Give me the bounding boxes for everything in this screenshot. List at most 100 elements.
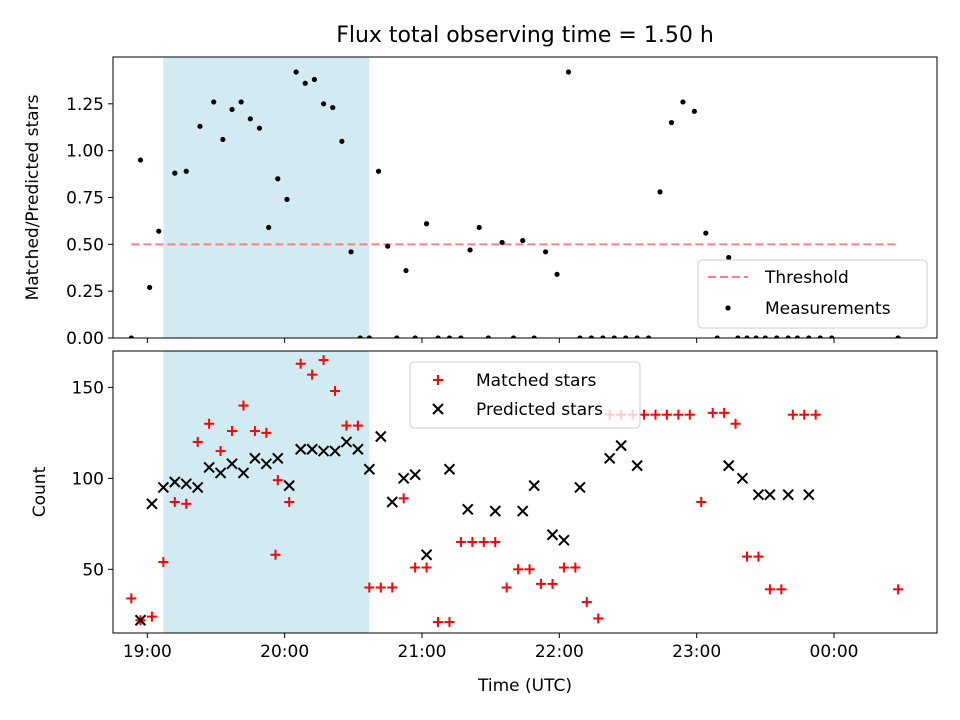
x-tick-label: 23:00 <box>672 642 721 662</box>
y-tick-label: 0.25 <box>66 282 104 302</box>
measurement-point <box>467 247 473 253</box>
predicted-star-marker <box>603 452 616 465</box>
measurement-point <box>412 335 418 338</box>
legend-matched-swatch <box>433 375 443 385</box>
legend-measurement-swatch <box>725 305 731 311</box>
x-tick-label: 00:00 <box>810 642 859 662</box>
measurement-point <box>172 170 178 176</box>
matched-star-marker <box>352 420 363 431</box>
matched-star-marker <box>581 597 592 608</box>
axes-frame <box>112 56 938 339</box>
measurement-point <box>735 335 741 338</box>
y-tick-label: 0.00 <box>66 329 104 349</box>
measurement-point <box>588 335 594 338</box>
plot-area <box>128 69 901 338</box>
matched-star-marker <box>249 426 260 437</box>
matched-star-marker <box>753 551 764 562</box>
measurement-point <box>726 254 732 261</box>
matched-star-marker <box>810 409 821 420</box>
matched-star-marker <box>169 497 180 508</box>
measurement-point <box>247 116 253 122</box>
matched-star-marker <box>673 409 684 420</box>
predicted-star-marker <box>317 445 330 457</box>
predicted-star-marker <box>631 459 643 472</box>
predicted-star-marker <box>375 430 387 443</box>
measurement-point <box>275 176 281 182</box>
matched-star-marker <box>387 582 398 593</box>
measurement-point <box>554 271 560 277</box>
measurement-point <box>476 224 482 231</box>
measurement-point <box>623 335 629 338</box>
predicted-star-marker <box>329 445 341 457</box>
predicted-star-marker <box>191 481 204 494</box>
matched-star-marker <box>126 593 137 604</box>
predicted-star-marker <box>558 534 570 546</box>
bottom-plot-marks <box>112 350 938 634</box>
measurement-point <box>817 335 823 338</box>
predicted-star-marker <box>260 458 273 470</box>
measurement-point <box>703 230 709 236</box>
measurement-point <box>266 224 272 231</box>
measurement-point <box>423 221 430 227</box>
bottom-legend: Matched stars Predicted stars <box>409 361 641 429</box>
plot-area <box>126 355 904 628</box>
measurement-point <box>753 335 759 338</box>
predicted-star-marker <box>283 479 295 492</box>
measurement-point <box>256 125 263 131</box>
matched-star-marker <box>261 427 272 438</box>
predicted-star-marker <box>489 505 501 517</box>
predicted-star-marker <box>340 436 353 448</box>
matched-star-marker <box>181 498 192 509</box>
x-tick-label: 19:00 <box>123 642 172 662</box>
measurement-point <box>348 249 354 255</box>
matched-star-marker <box>272 475 283 486</box>
matched-star-marker <box>270 549 281 560</box>
predicted-star-marker <box>306 443 318 455</box>
legend-threshold-label: Threshold <box>764 268 849 288</box>
measurement-point <box>284 196 290 202</box>
measurement-point <box>330 104 336 111</box>
measurement-point <box>137 157 144 163</box>
matched-star-marker <box>158 557 169 568</box>
measurement-point <box>829 335 835 338</box>
y-tick-label: 150 <box>72 378 104 398</box>
predicted-star-marker <box>462 503 474 515</box>
measurement-point <box>785 335 791 338</box>
bottom-y-axis-label: Count <box>30 466 50 517</box>
legend-predicted-label: Predicted stars <box>476 400 603 420</box>
legend-predicted-swatch <box>432 403 444 415</box>
legend-box <box>697 259 928 329</box>
predicted-star-marker <box>723 459 735 472</box>
predicted-star-marker <box>169 476 181 488</box>
measurement-point <box>691 108 697 114</box>
y-tick-label: 0.50 <box>66 235 104 255</box>
predicted-star-marker <box>386 496 398 508</box>
measurement-point <box>385 243 391 249</box>
measurement-point <box>600 335 606 338</box>
predicted-star-marker <box>517 505 529 517</box>
measurement-point <box>128 335 134 338</box>
x-tick-label: 20:00 <box>260 642 309 662</box>
measurement-point <box>565 69 572 75</box>
matched-star-marker <box>799 409 810 420</box>
matched-star-marker <box>639 409 650 420</box>
measurement-point <box>302 80 308 86</box>
measurement-point <box>774 335 780 338</box>
top-y-axis-label: Matched/Predicted stars <box>23 94 43 300</box>
bottom-axis-ticks: 50 100 150 19:00 20:00 21:00 22:00 23:00 00:00 <box>72 378 859 662</box>
measurement-point <box>197 123 203 129</box>
bottom-panel: Time (UTC) Count 50 100 150 19:00 20:00 21:00… <box>30 350 938 696</box>
predicted-star-marker <box>782 489 794 501</box>
matched-star-marker <box>719 407 730 418</box>
matched-star-marker <box>570 562 581 573</box>
predicted-star-marker <box>397 472 410 485</box>
predicted-star-marker <box>146 498 158 510</box>
matched-star-marker <box>318 355 329 366</box>
predicted-star-marker <box>203 461 215 474</box>
matched-star-marker <box>742 551 753 562</box>
measurement-point <box>668 119 675 126</box>
measurement-point <box>147 284 153 291</box>
measurement-point <box>229 106 235 113</box>
bottom-x-axis-label: Time (UTC) <box>477 676 572 696</box>
y-tick-label: 1.25 <box>66 95 104 115</box>
